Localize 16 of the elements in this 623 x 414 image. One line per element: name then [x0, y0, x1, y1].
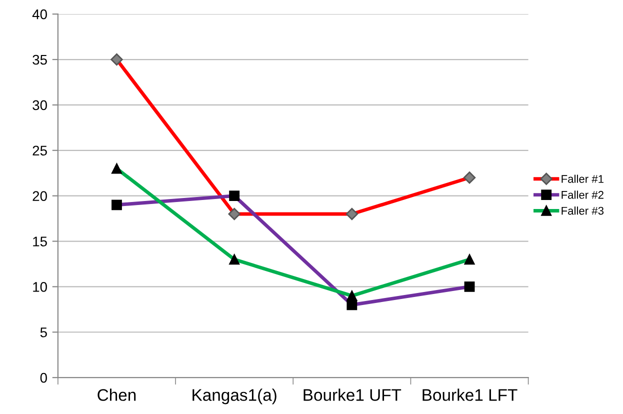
y-tick-label: 20: [32, 191, 47, 201]
y-tick-label: 15: [33, 236, 47, 246]
y-tick-label: 0: [40, 372, 47, 383]
y-tick-label: 40: [32, 9, 47, 20]
x-tick-label: Bourke1 LFT: [422, 388, 518, 401]
y-tick-label: 35: [32, 54, 47, 65]
y-tick-label: 30: [32, 100, 47, 110]
y-tick-label: 10: [33, 282, 47, 292]
x-tick-label: Kangas1(a): [192, 388, 276, 404]
x-tick-label: Chen: [98, 388, 136, 401]
x-tick-label: Bourke1 UFT: [304, 388, 402, 401]
y-tick-label: 5: [40, 328, 47, 338]
y-tick-label: 25: [32, 146, 47, 156]
legend-label: Faller #3: [562, 206, 604, 215]
legend-label: Faller #2: [562, 190, 604, 199]
legend-label: Faller #1: [562, 174, 604, 183]
